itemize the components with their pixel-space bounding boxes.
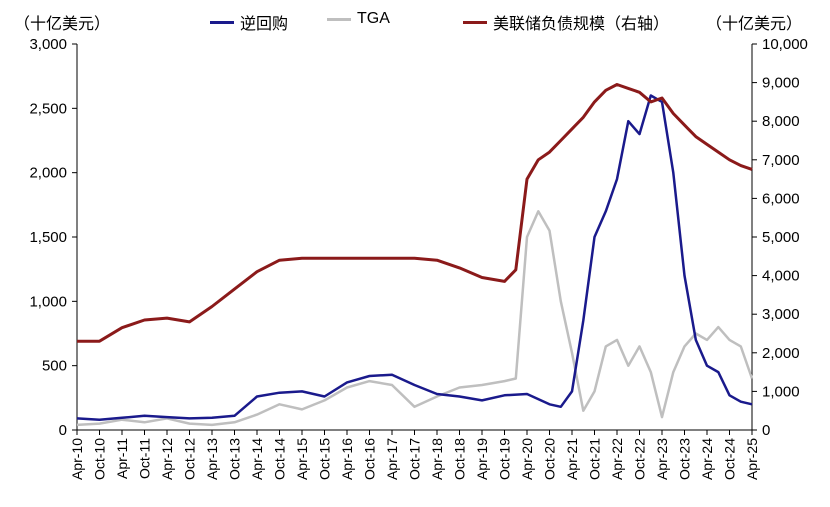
x-tick-label: Oct-22	[632, 438, 648, 480]
x-tick-label: Apr-15	[294, 438, 310, 480]
legend-label-tga: TGA	[357, 10, 390, 27]
series-line-fed-liabilities	[77, 83, 753, 343]
left-tick-label: 1,500	[29, 229, 67, 246]
left-axis-unit: （十亿美元）	[14, 16, 111, 33]
x-tick-label: Apr-21	[564, 438, 580, 480]
left-tick-label: 500	[42, 358, 67, 375]
x-tick-label: Apr-20	[519, 438, 535, 480]
x-tick-label: Apr-24	[699, 438, 715, 480]
x-tick-label: Apr-12	[159, 438, 175, 480]
x-tick-label: Oct-13	[227, 438, 243, 480]
x-tick-label: Oct-10	[92, 438, 108, 480]
x-tick-label: Apr-17	[384, 438, 400, 480]
x-tick-label: Oct-16	[362, 438, 378, 480]
right-tick-label: 7,000	[762, 152, 800, 169]
x-tick-label: Oct-19	[497, 438, 513, 480]
right-tick-label: 9,000	[762, 75, 800, 92]
x-tick-label: Oct-20	[542, 438, 558, 480]
legend-label-repo: 逆回购	[240, 16, 289, 33]
x-tick-label: Apr-14	[249, 438, 265, 480]
x-tick-label: Oct-21	[587, 438, 603, 480]
x-tick-label: Apr-16	[339, 438, 355, 480]
legend-swatch-repo	[210, 20, 234, 24]
right-tick-label: 2,000	[762, 345, 800, 362]
right-tick-label: 8,000	[762, 113, 800, 130]
right-tick-label: 5,000	[762, 229, 800, 246]
x-tick-label: Oct-15	[317, 438, 333, 480]
x-tick-label: Oct-12	[182, 438, 198, 480]
left-tick-label: 3,000	[29, 36, 67, 53]
x-tick-label: Oct-17	[407, 438, 423, 480]
x-tick-label: Oct-18	[452, 438, 468, 480]
right-tick-label: 4,000	[762, 268, 800, 285]
right-tick-label: 0	[762, 422, 770, 439]
left-tick-label: 0	[59, 422, 67, 439]
right-tick-label: 10,000	[762, 36, 808, 53]
x-tick-label: Apr-22	[609, 438, 625, 480]
series-line-tga	[76, 210, 754, 427]
legend-swatch-fed-liabilities	[463, 20, 487, 24]
legend-label-fed-liabilities: 美联储负债规模（右轴）	[493, 16, 670, 33]
x-tick-label: Oct-24	[722, 438, 738, 480]
left-tick-label: 1,000	[29, 293, 67, 310]
right-tick-label: 3,000	[762, 306, 800, 323]
x-tick-label: Apr-11	[114, 438, 130, 479]
legend-item-fed-liabilities: 美联储负债规模（右轴）	[463, 10, 669, 34]
legend-item-tga: TGA	[327, 10, 390, 28]
legend-swatch-tga	[327, 17, 351, 21]
x-tick-label: Apr-19	[474, 438, 490, 480]
x-tick-label: Oct-11	[137, 438, 153, 479]
legend-item-repo: 逆回购	[210, 10, 288, 34]
left-tick-label: 2,500	[29, 100, 67, 117]
x-tick-label: Apr-18	[429, 438, 445, 480]
series-line-repo	[76, 94, 753, 421]
x-tick-label: Apr-25	[744, 438, 760, 480]
right-tick-label: 1,000	[762, 383, 800, 400]
x-tick-label: Apr-13	[204, 438, 220, 480]
x-tick-label: Oct-23	[677, 438, 693, 480]
right-tick-label: 6,000	[762, 190, 800, 207]
right-axis-unit: （十亿美元）	[706, 16, 803, 33]
x-tick-label: Apr-10	[69, 438, 85, 480]
x-tick-label: Apr-23	[654, 438, 670, 480]
left-tick-label: 2,000	[29, 165, 67, 182]
x-tick-label: Oct-14	[272, 438, 288, 480]
